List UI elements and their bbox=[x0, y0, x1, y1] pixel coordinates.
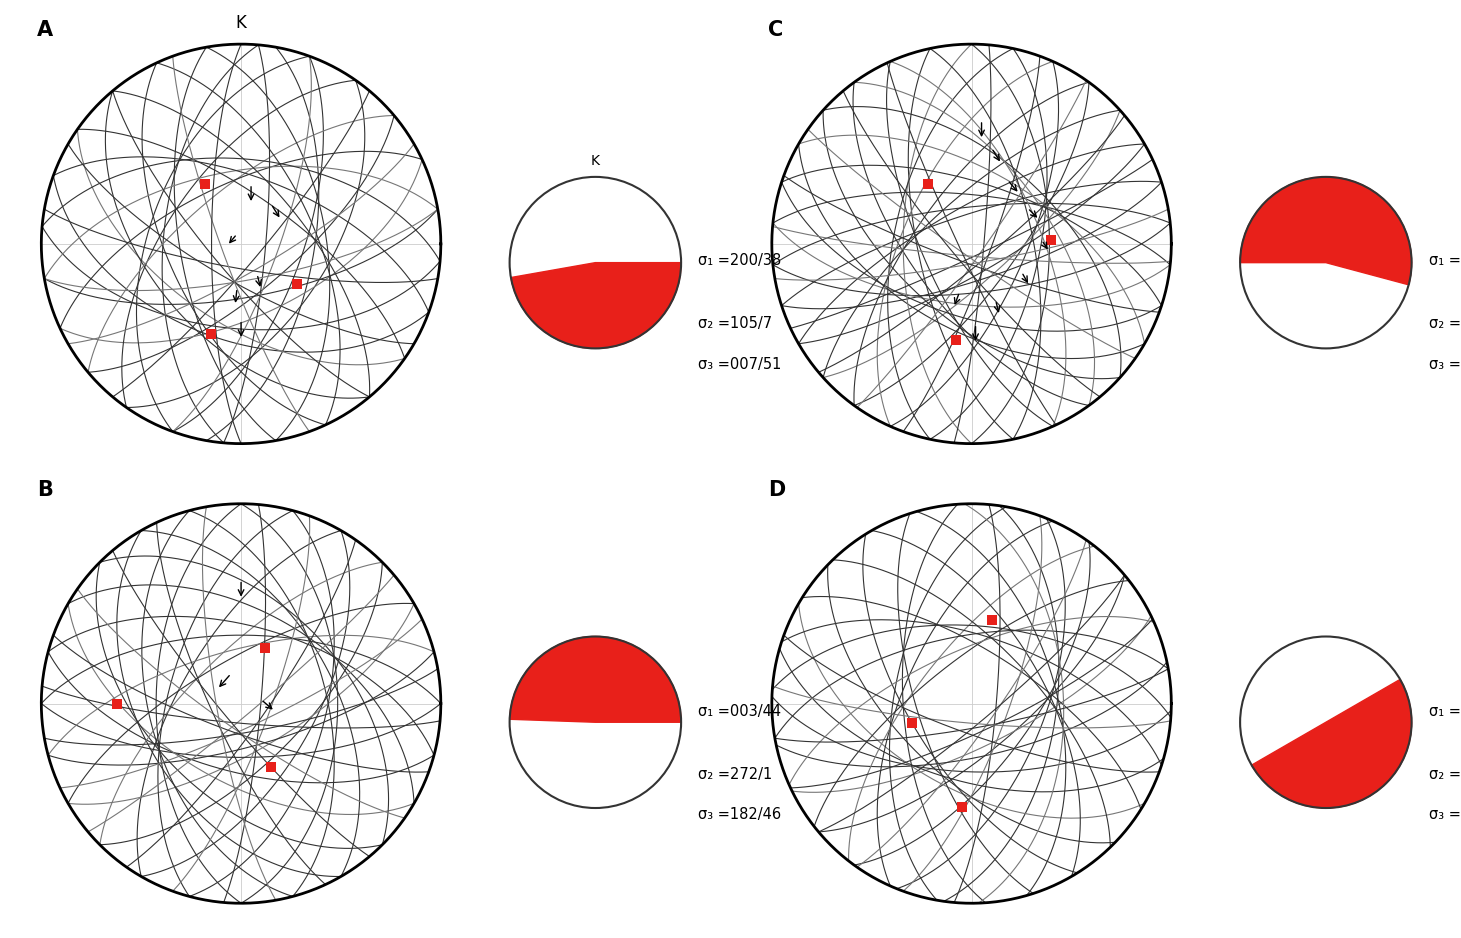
Text: σ₁ =165/38: σ₁ =165/38 bbox=[1429, 704, 1461, 719]
Text: σ₃ =009/50: σ₃ =009/50 bbox=[1429, 807, 1461, 822]
Text: σ₁ =003/44: σ₁ =003/44 bbox=[698, 704, 782, 719]
Text: σ₂ =272/1: σ₂ =272/1 bbox=[698, 766, 773, 781]
Text: A: A bbox=[38, 20, 54, 40]
Wedge shape bbox=[511, 263, 681, 348]
Text: C: C bbox=[768, 20, 783, 40]
Text: σ₂ =088/18: σ₂ =088/18 bbox=[1429, 316, 1461, 331]
Text: σ₃ =182/46: σ₃ =182/46 bbox=[698, 807, 782, 822]
Wedge shape bbox=[1252, 679, 1411, 808]
Text: σ₁ =200/38: σ₁ =200/38 bbox=[698, 253, 782, 268]
Circle shape bbox=[1240, 637, 1411, 808]
Text: σ₃ =007/51: σ₃ =007/51 bbox=[698, 356, 782, 371]
Wedge shape bbox=[1240, 177, 1411, 285]
Text: K: K bbox=[590, 155, 600, 168]
Text: σ₂ =265/12: σ₂ =265/12 bbox=[1429, 766, 1461, 781]
Text: σ₂ =105/7: σ₂ =105/7 bbox=[698, 316, 773, 331]
Text: B: B bbox=[38, 479, 53, 500]
Text: σ₁ =339/45: σ₁ =339/45 bbox=[1429, 253, 1461, 268]
Wedge shape bbox=[510, 637, 681, 722]
Text: K: K bbox=[235, 14, 247, 32]
Text: σ₃ =193/40: σ₃ =193/40 bbox=[1429, 356, 1461, 371]
Circle shape bbox=[510, 177, 681, 348]
Circle shape bbox=[510, 637, 681, 808]
Circle shape bbox=[1240, 177, 1411, 348]
Text: D: D bbox=[768, 479, 785, 500]
